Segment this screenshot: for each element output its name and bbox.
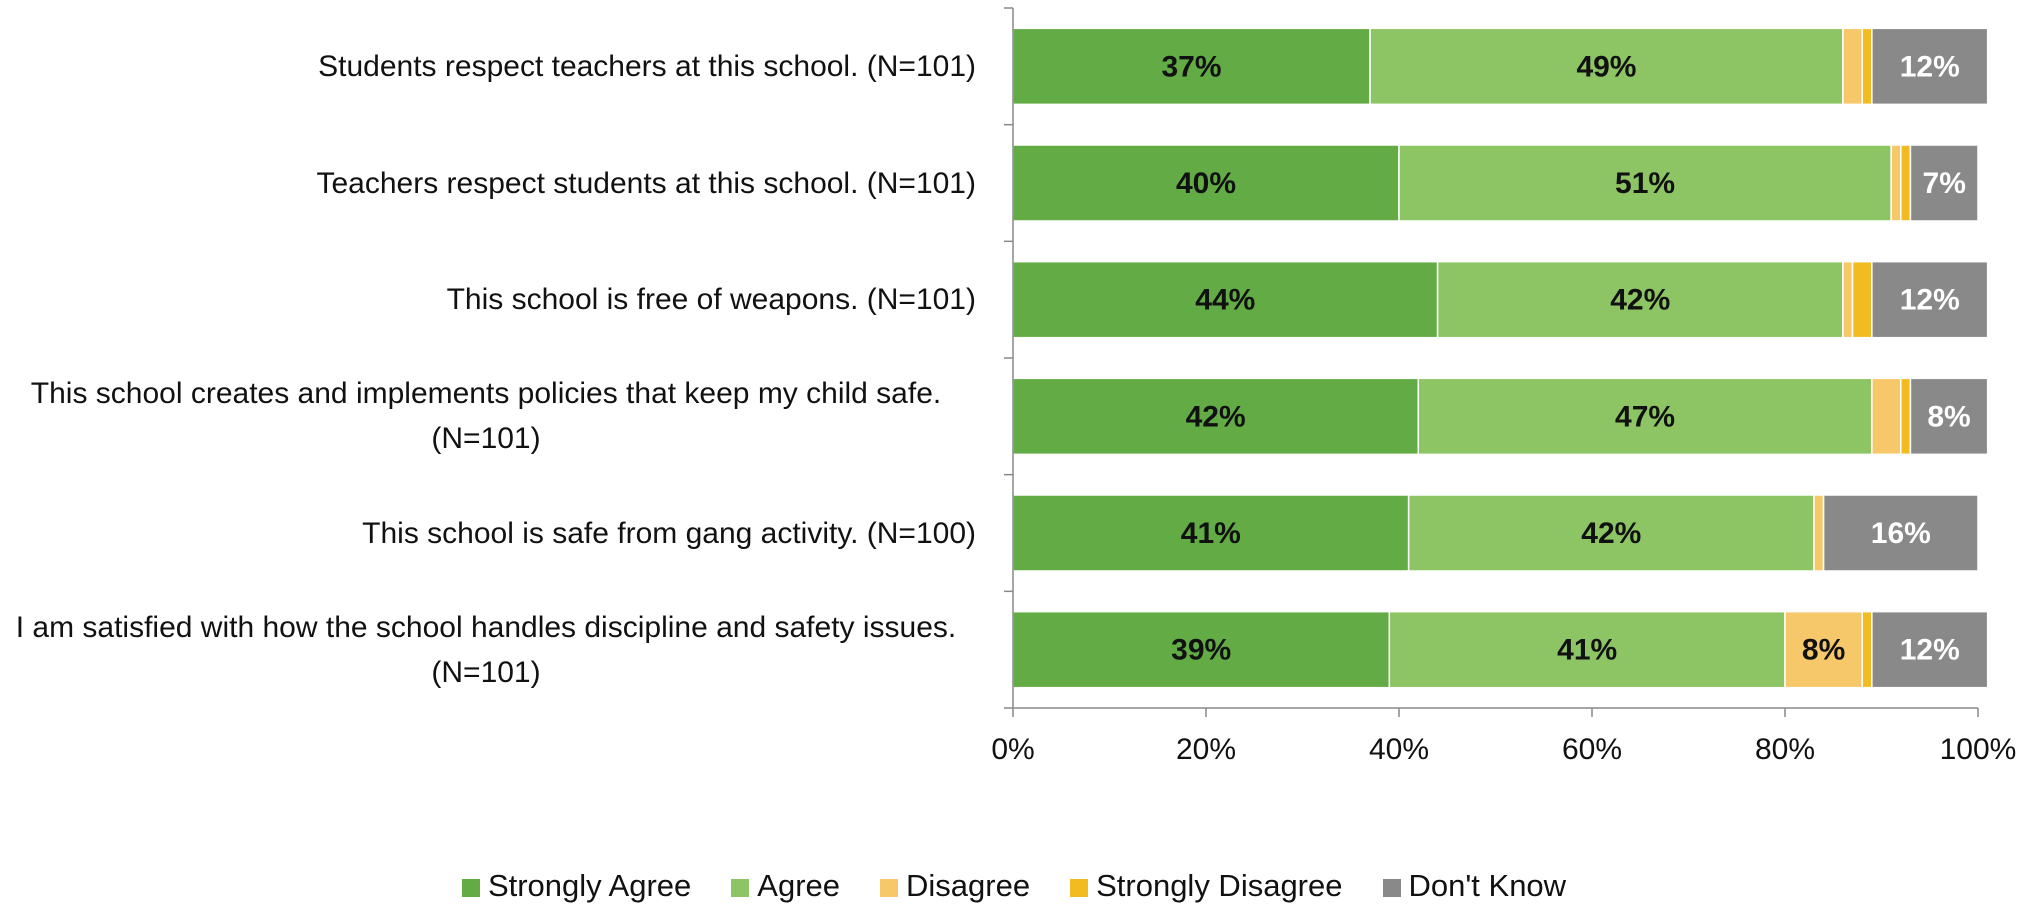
bar-segment xyxy=(1407,494,1815,572)
legend-swatch xyxy=(731,878,750,897)
bar-segment xyxy=(1012,27,1371,106)
category-label: This school is safe from gang activity. … xyxy=(362,516,976,550)
legend-item: Don't Know xyxy=(1382,867,1567,904)
x-tick-label: 60% xyxy=(1562,733,1622,766)
bar-segment xyxy=(1909,377,1989,456)
legend-swatch xyxy=(1070,878,1089,897)
bar-segment xyxy=(1851,260,1873,339)
bar-segment xyxy=(1842,27,1863,106)
bar-segment xyxy=(1871,377,1902,456)
bar-segment xyxy=(1871,260,1989,339)
bar-segment xyxy=(1369,27,1844,106)
bar-segment xyxy=(1871,27,1989,106)
bar-segment xyxy=(1861,27,1873,106)
legend-item: Strongly Disagree xyxy=(1070,867,1343,904)
legend-label: Disagree xyxy=(906,867,1031,903)
data-label: 16% xyxy=(1871,517,1931,550)
legend-item: Strongly Agree xyxy=(461,867,692,904)
data-label: 12% xyxy=(1900,634,1960,667)
bar-segment xyxy=(1012,260,1439,339)
data-label: 47% xyxy=(1615,400,1675,433)
chart-plot: 37% 49% 12% 40% 51% 7% 44% 42% 12% 42% 47% 8% 41% 42%… xyxy=(991,7,2017,766)
legend-label: Strongly Agree xyxy=(487,867,692,903)
legend-label: Don't Know xyxy=(1408,867,1567,903)
legend-label: Strongly Disagree xyxy=(1096,867,1343,903)
data-label: 42% xyxy=(1186,400,1246,433)
bar-segment xyxy=(1861,610,1873,689)
bar-segment xyxy=(1900,144,1912,222)
data-label: 51% xyxy=(1615,167,1675,200)
bar-segment xyxy=(1822,494,1979,572)
category-label: Teachers respect students at this school… xyxy=(316,166,976,200)
legend-swatch xyxy=(461,878,480,897)
chart-legend: Strongly Agree Agree Disagree Strongly Disa… xyxy=(0,866,2028,904)
x-tick-label: 20% xyxy=(1176,733,1236,766)
bar-segment xyxy=(1012,610,1391,689)
bar-segment xyxy=(1436,260,1844,339)
bar-segment xyxy=(1012,377,1420,456)
legend-swatch xyxy=(1382,878,1401,897)
bar-segment xyxy=(1388,610,1786,689)
data-label: 8% xyxy=(1927,400,1970,433)
data-label: 8% xyxy=(1802,634,1845,667)
x-tick-label: 80% xyxy=(1755,733,1815,766)
bar-segment xyxy=(1813,494,1825,572)
data-label: 39% xyxy=(1171,634,1231,667)
bar-segment xyxy=(1417,377,1873,456)
data-label: 42% xyxy=(1610,284,1670,317)
legend-item: Agree xyxy=(731,868,840,904)
legend-item: Disagree xyxy=(880,868,1030,904)
category-label: Students respect teachers at this school… xyxy=(318,49,976,83)
bar-segment xyxy=(1909,144,1979,222)
data-label: 37% xyxy=(1162,50,1222,83)
data-label: 42% xyxy=(1581,517,1641,550)
data-label: 40% xyxy=(1176,167,1236,200)
legend-label: Agree xyxy=(757,867,841,903)
bar-segment xyxy=(1871,610,1989,689)
data-label: 7% xyxy=(1923,167,1966,200)
data-label: 12% xyxy=(1900,50,1960,83)
x-tick-label: 40% xyxy=(1369,733,1429,766)
data-label: 41% xyxy=(1181,517,1241,550)
category-label: This school creates and implements polic… xyxy=(30,377,942,456)
bar-segment xyxy=(1784,610,1863,689)
x-tick-label: 100% xyxy=(1940,733,2017,766)
bar-segment xyxy=(1012,144,1400,222)
data-label: 12% xyxy=(1900,284,1960,317)
bar-segment xyxy=(1398,144,1892,222)
category-label: I am satisfied with how the school handl… xyxy=(15,610,957,689)
x-tick-label: 0% xyxy=(991,733,1034,766)
data-label: 41% xyxy=(1557,634,1617,667)
bar-segment xyxy=(1900,377,1912,456)
data-label: 44% xyxy=(1195,284,1255,317)
bar-segment xyxy=(1890,144,1902,222)
bar-segment xyxy=(1842,260,1854,339)
data-label: 49% xyxy=(1576,50,1636,83)
legend-swatch xyxy=(880,878,899,897)
category-label: This school is free of weapons. (N=101) xyxy=(446,283,976,317)
